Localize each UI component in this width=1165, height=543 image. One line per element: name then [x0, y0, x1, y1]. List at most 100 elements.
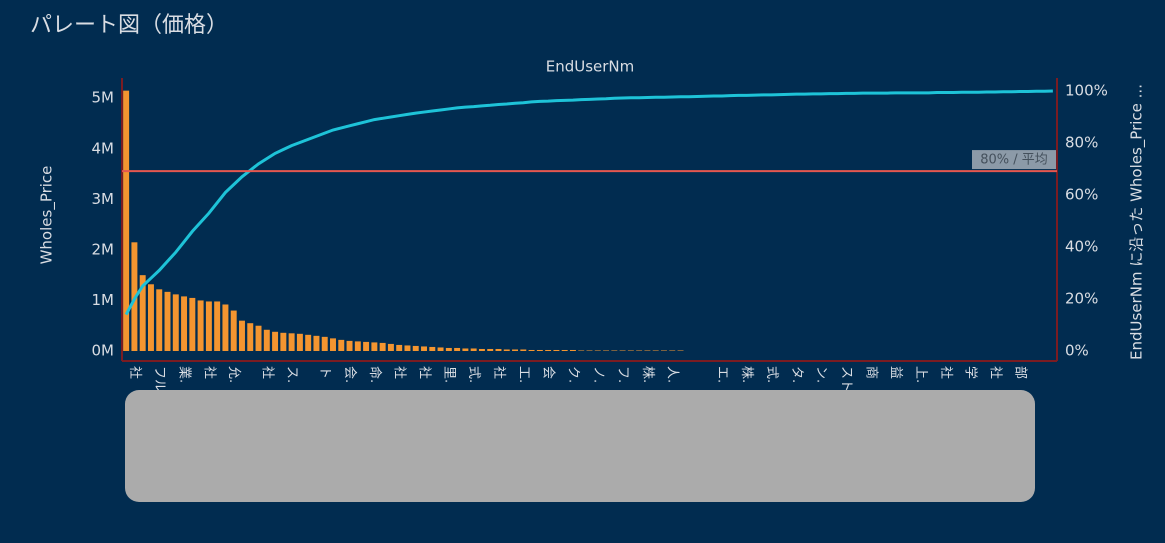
- bar: [503, 349, 510, 351]
- bar: [512, 349, 519, 351]
- bar: [677, 350, 684, 351]
- bar: [354, 341, 361, 351]
- bar: [644, 350, 651, 351]
- top-axis-title: EndUserNm: [546, 58, 635, 76]
- y2-axis-title: EndUserNm に沿った Wholes_Price ...: [1128, 84, 1147, 360]
- bar: [387, 343, 394, 351]
- x-tick-label: 社: [201, 366, 217, 379]
- y-tick-label: 1M: [92, 291, 115, 309]
- bar: [421, 346, 427, 351]
- bar: [214, 301, 221, 351]
- bar: [495, 348, 502, 351]
- bar: [536, 349, 543, 351]
- x-tick-label: 工.: [516, 366, 531, 383]
- bar: [437, 347, 444, 351]
- bar: [652, 350, 659, 351]
- bar: [412, 345, 419, 351]
- x-tick-label: 株.: [640, 366, 655, 383]
- bar: [280, 332, 287, 351]
- bar: [528, 349, 535, 351]
- reference-label-bg: [972, 150, 1056, 170]
- bar: [139, 275, 146, 351]
- x-tick-label: 式.: [764, 366, 779, 383]
- x-tick-label: フ.: [615, 366, 630, 383]
- bar: [330, 338, 336, 351]
- bar: [172, 294, 179, 351]
- x-tick-label: ノ.: [590, 366, 605, 383]
- x-tick-label: 社: [938, 366, 954, 379]
- x-tick-label: 商: [863, 366, 878, 379]
- bar: [255, 325, 262, 351]
- bar: [619, 350, 626, 351]
- y2-tick-label: 40%: [1065, 238, 1098, 256]
- x-tick-label: ン.: [814, 366, 829, 383]
- x-tick-label: 社: [987, 366, 1003, 379]
- x-tick-label: ク.: [565, 366, 580, 383]
- x-tick-label: 学: [963, 366, 979, 379]
- bar: [636, 350, 643, 351]
- x-tick-label: 命.: [367, 366, 383, 383]
- x-tick-label: ス.: [284, 366, 299, 383]
- bar: [462, 348, 469, 351]
- bar: [553, 349, 560, 351]
- bar: [627, 350, 634, 351]
- bar: [660, 350, 667, 351]
- x-tick-label: フル: [152, 366, 167, 392]
- x-tick-label: 上.: [913, 366, 928, 383]
- cumulative-line: [124, 89, 1053, 316]
- x-tick-label: 里.: [441, 366, 456, 383]
- bar: [313, 335, 320, 351]
- bar: [561, 349, 568, 351]
- x-tick-label: 社: [127, 366, 143, 379]
- bar: [164, 291, 171, 351]
- bar: [189, 297, 196, 351]
- y-tick-label: 2M: [92, 240, 115, 258]
- bar: [470, 348, 477, 351]
- y-axis-title: Wholes_Price: [38, 166, 57, 265]
- x-tick-label: 業.: [177, 366, 193, 383]
- bar: [288, 333, 295, 351]
- reference-label: 80% / 平均: [980, 153, 1048, 168]
- x-tick-label: 式.: [466, 366, 481, 383]
- bar: [147, 284, 154, 351]
- x-tick-label: スト: [839, 366, 854, 392]
- bar: [247, 323, 254, 351]
- bar: [404, 345, 411, 351]
- bar: [156, 289, 163, 351]
- bar: [487, 348, 494, 351]
- x-tick-label: 社: [491, 366, 507, 379]
- chart-title: パレート図（価格）: [30, 13, 228, 38]
- y2-tick-label: 100%: [1065, 82, 1108, 100]
- y-tick-label: 5M: [92, 89, 115, 107]
- x-tick-label: 人.: [665, 366, 680, 383]
- bar: [197, 300, 204, 351]
- bar: [238, 320, 245, 351]
- x-tick-label: 社: [392, 366, 408, 379]
- x-tick-label: エ.: [714, 366, 729, 383]
- bar: [379, 342, 386, 351]
- y-tick-label: 3M: [92, 190, 115, 208]
- bar: [272, 331, 279, 351]
- x-tick-label: 部: [1012, 366, 1027, 379]
- bar: [321, 336, 328, 351]
- x-tick-label: 社: [259, 366, 275, 379]
- bar: [305, 334, 312, 351]
- y-tick-label: 0M: [92, 342, 115, 360]
- x-tick-label: 会.: [342, 366, 357, 383]
- y2-tick-label: 0%: [1065, 342, 1089, 360]
- bar: [363, 341, 370, 351]
- x-tick-label: ト: [317, 366, 332, 379]
- bar: [296, 333, 303, 351]
- bar: [569, 349, 576, 351]
- x-tick-label: 允.: [226, 366, 242, 383]
- x-tick-label: タ.: [789, 366, 804, 383]
- bar: [578, 350, 585, 351]
- y2-tick-label: 80%: [1065, 134, 1098, 152]
- x-tick-label: 会: [541, 366, 556, 379]
- bar: [669, 350, 676, 351]
- y2-tick-label: 20%: [1065, 290, 1098, 308]
- bar: [520, 349, 527, 351]
- x-tick-label: 益: [888, 366, 903, 379]
- bar: [594, 350, 601, 351]
